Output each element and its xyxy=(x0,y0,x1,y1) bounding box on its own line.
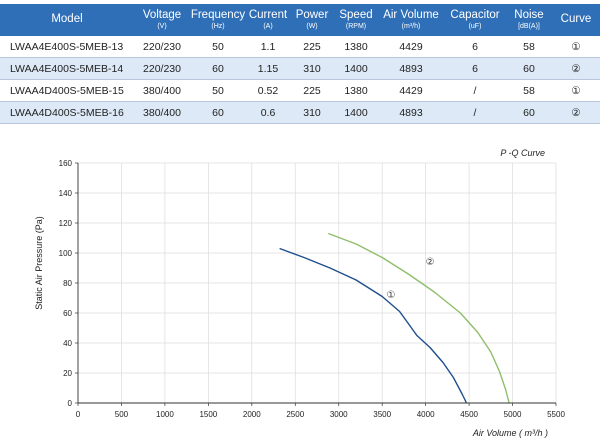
curve-marker-1: ① xyxy=(387,290,396,301)
x-tick-label: 4000 xyxy=(417,410,435,419)
table-row: LWAA4E400S-5MEB-13 220/230 50 1.1 225 13… xyxy=(0,36,600,58)
cell-model: LWAA4E400S-5MEB-14 xyxy=(0,57,134,80)
pq-curve-chart: ①② 0 500 1000 1500 2000 2500 3000 3500 4000 4500 5… xyxy=(34,148,566,438)
cell-voltage: 380/400 xyxy=(134,101,190,124)
cell-model: LWAA4E400S-5MEB-13 xyxy=(0,36,134,58)
x-tick-label: 0 xyxy=(76,410,81,419)
series-line-1 xyxy=(279,247,468,404)
cell-current: 1.1 xyxy=(246,36,290,58)
chart-series: ①② xyxy=(279,232,510,404)
y-tick-label: 140 xyxy=(59,189,73,198)
series-line-2 xyxy=(328,232,510,404)
y-tick-label: 80 xyxy=(63,279,72,288)
cell-curve: ② xyxy=(552,101,600,124)
y-tick-label: 60 xyxy=(63,309,72,318)
y-tick-label: 20 xyxy=(63,369,72,378)
x-tick-label: 5000 xyxy=(504,410,522,419)
header-speed: Speed (RPM) xyxy=(334,4,378,36)
cell-curve: ① xyxy=(552,36,600,58)
cell-air-volume: 4893 xyxy=(378,57,444,80)
cell-speed: 1400 xyxy=(334,101,378,124)
cell-curve: ① xyxy=(552,79,600,102)
cell-noise: 58 xyxy=(506,36,552,58)
x-tick-label: 2500 xyxy=(286,410,304,419)
cell-noise: 60 xyxy=(506,57,552,80)
x-tick-label: 1000 xyxy=(156,410,174,419)
cell-air-volume: 4429 xyxy=(378,36,444,58)
header-capacitor: Capacitor (uF) xyxy=(444,4,506,36)
x-tick-label: 4500 xyxy=(460,410,478,419)
cell-frequency: 50 xyxy=(190,79,246,102)
cell-model: LWAA4D400S-5MEB-15 xyxy=(0,79,134,102)
header-power: Power (W) xyxy=(290,4,334,36)
cell-voltage: 220/230 xyxy=(134,57,190,80)
cell-power: 310 xyxy=(290,57,334,80)
table-row: LWAA4D400S-5MEB-15 380/400 50 0.52 225 1… xyxy=(0,79,600,102)
cell-air-volume: 4429 xyxy=(378,79,444,102)
header-model: Model xyxy=(0,4,134,36)
x-axis-title: Air Volume ( m³/h ) xyxy=(472,428,548,438)
cell-model: LWAA4D400S-5MEB-16 xyxy=(0,101,134,124)
y-tick-label: 0 xyxy=(68,399,73,408)
cell-current: 1.15 xyxy=(246,57,290,80)
y-tick-label: 160 xyxy=(59,159,73,168)
cell-frequency: 60 xyxy=(190,101,246,124)
y-tick-label: 40 xyxy=(63,339,72,348)
cell-speed: 1380 xyxy=(334,36,378,58)
cell-current: 0.6 xyxy=(246,101,290,124)
x-tick-label: 3500 xyxy=(373,410,391,419)
cell-power: 225 xyxy=(290,36,334,58)
cell-curve: ② xyxy=(552,57,600,80)
chart-title: P -Q Curve xyxy=(500,148,545,158)
header-curve: Curve xyxy=(552,4,600,36)
header-frequency: Frequency (Hz) xyxy=(190,4,246,36)
cell-current: 0.52 xyxy=(246,79,290,102)
cell-frequency: 60 xyxy=(190,57,246,80)
cell-noise: 58 xyxy=(506,79,552,102)
header-air-volume: Air Volume (m³/h) xyxy=(378,4,444,36)
curve-marker-2: ② xyxy=(426,257,435,268)
cell-power: 310 xyxy=(290,101,334,124)
cell-capacitor: / xyxy=(444,79,506,102)
header-current: Current (A) xyxy=(246,4,290,36)
cell-speed: 1380 xyxy=(334,79,378,102)
cell-capacitor: / xyxy=(444,101,506,124)
cell-power: 225 xyxy=(290,79,334,102)
cell-capacitor: 6 xyxy=(444,36,506,58)
table-header-row: Model Voltage (V) Frequency (Hz) Current (A… xyxy=(0,4,600,36)
y-tick-label: 100 xyxy=(59,249,73,258)
header-noise: Noise [dB(A)] xyxy=(506,4,552,36)
table-row: LWAA4E400S-5MEB-14 220/230 60 1.15 310 1… xyxy=(0,57,600,80)
x-tick-label: 5500 xyxy=(547,410,565,419)
chart-grid xyxy=(77,162,557,404)
chart-ticks: 0 500 1000 1500 2000 2500 3000 3500 4000 4500 5000… xyxy=(59,159,566,419)
y-tick-label: 120 xyxy=(59,219,73,228)
cell-capacitor: 6 xyxy=(444,57,506,80)
x-tick-label: 1500 xyxy=(199,410,217,419)
x-tick-label: 3000 xyxy=(330,410,348,419)
x-tick-label: 2000 xyxy=(243,410,261,419)
x-tick-label: 500 xyxy=(115,410,129,419)
header-voltage: Voltage (V) xyxy=(134,4,190,36)
spec-table: Model Voltage (V) Frequency (Hz) Current (A… xyxy=(0,4,600,124)
cell-voltage: 380/400 xyxy=(134,79,190,102)
cell-noise: 60 xyxy=(506,101,552,124)
cell-speed: 1400 xyxy=(334,57,378,80)
cell-voltage: 220/230 xyxy=(134,36,190,58)
table-row: LWAA4D400S-5MEB-16 380/400 60 0.6 310 14… xyxy=(0,101,600,124)
y-axis-title: Static Air Pressure (Pa) xyxy=(34,216,44,310)
cell-air-volume: 4893 xyxy=(378,101,444,124)
cell-frequency: 50 xyxy=(190,36,246,58)
